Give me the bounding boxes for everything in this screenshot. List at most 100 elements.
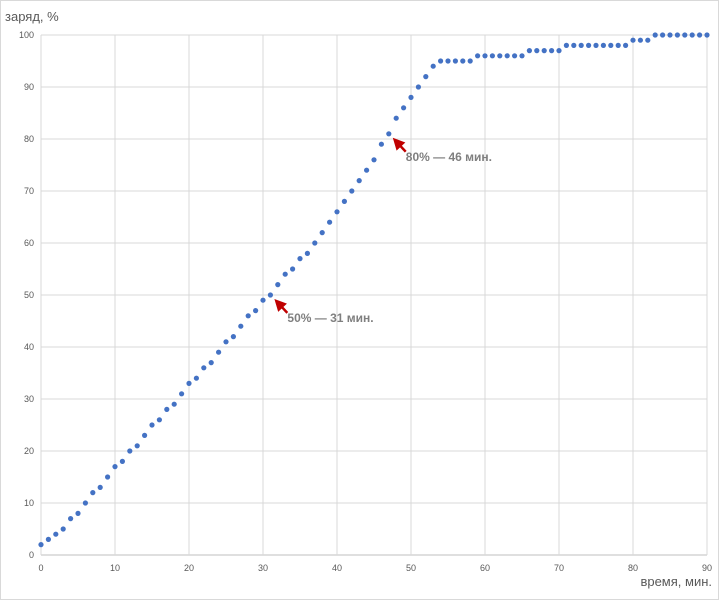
annotation-label: 50% — 31 мин. — [287, 311, 373, 325]
data-point — [267, 292, 273, 298]
x-tick-label: 20 — [184, 563, 194, 573]
data-point — [460, 58, 466, 64]
data-point — [504, 53, 510, 59]
data-point — [475, 53, 481, 59]
data-point — [142, 432, 148, 438]
annotation-arrow-head — [392, 137, 406, 151]
data-point — [534, 48, 540, 54]
y-tick-label: 80 — [24, 134, 34, 144]
data-point — [68, 516, 74, 522]
data-point — [497, 53, 503, 59]
data-point — [216, 349, 222, 355]
data-point — [489, 53, 495, 59]
data-point — [630, 37, 636, 43]
x-tick-label: 40 — [332, 563, 342, 573]
data-point — [349, 188, 355, 194]
x-tick-label: 90 — [702, 563, 712, 573]
data-point — [319, 230, 325, 236]
y-tick-label: 10 — [24, 498, 34, 508]
data-point — [689, 32, 695, 38]
data-point — [38, 542, 44, 548]
x-tick-label: 0 — [38, 563, 43, 573]
y-axis-title: заряд, % — [5, 9, 59, 24]
data-point — [223, 339, 229, 345]
data-point — [260, 297, 266, 303]
data-point — [179, 391, 185, 397]
data-point — [578, 42, 584, 49]
data-point — [356, 178, 362, 184]
data-point — [290, 266, 296, 272]
data-point — [401, 105, 407, 111]
data-point — [415, 84, 421, 90]
data-point — [438, 58, 444, 64]
data-point — [674, 32, 681, 38]
data-point — [526, 48, 533, 54]
data-point — [105, 474, 111, 480]
data-point — [378, 141, 384, 147]
data-point — [511, 53, 518, 59]
x-axis-title: время, мин. — [640, 574, 712, 589]
data-point — [245, 313, 251, 319]
y-tick-label: 40 — [24, 342, 34, 352]
data-point — [652, 32, 658, 38]
data-point — [201, 365, 207, 371]
data-point — [238, 323, 244, 329]
data-point — [90, 490, 96, 496]
y-tick-label: 100 — [19, 30, 34, 40]
data-point — [230, 334, 236, 340]
data-point — [193, 375, 199, 381]
data-point — [253, 308, 259, 314]
data-point — [134, 443, 140, 449]
x-tick-label: 50 — [406, 563, 416, 573]
data-point — [275, 282, 281, 288]
data-point — [623, 42, 629, 49]
annotation-label: 80% — 46 мин. — [406, 150, 492, 164]
grid — [40, 34, 708, 556]
data-point — [697, 32, 703, 38]
data-point — [364, 167, 370, 173]
data-point — [127, 448, 133, 454]
data-point — [541, 48, 547, 54]
data-point — [645, 37, 651, 43]
data-point — [549, 48, 555, 54]
data-point — [608, 42, 614, 49]
data-point — [75, 510, 81, 516]
data-point — [186, 380, 192, 386]
y-tick-label: 30 — [24, 394, 34, 404]
x-tick-label: 60 — [480, 563, 490, 573]
data-point — [119, 458, 125, 464]
data-point — [519, 53, 525, 59]
data-point — [112, 464, 118, 470]
data-point — [482, 53, 488, 59]
data-point — [445, 58, 451, 64]
data-point — [171, 401, 177, 407]
data-point — [423, 74, 429, 80]
data-point — [82, 500, 88, 506]
data-point — [297, 256, 303, 262]
data-point — [393, 115, 399, 121]
data-point — [334, 209, 340, 215]
x-tick-label: 70 — [554, 563, 564, 573]
y-tick-label: 50 — [24, 290, 34, 300]
y-tick-label: 90 — [24, 82, 34, 92]
data-point — [164, 406, 170, 412]
data-point — [704, 32, 710, 38]
x-tick-label: 30 — [258, 563, 268, 573]
annotations: 50% — 31 мин. 80% — 46 мин. — [274, 137, 492, 325]
data-point — [304, 250, 310, 256]
data-point — [53, 531, 59, 537]
data-point — [45, 536, 52, 543]
data-point — [97, 484, 103, 490]
data-point — [452, 58, 458, 64]
data-point — [327, 219, 333, 225]
data-point — [156, 417, 162, 423]
y-tick-label: 70 — [24, 186, 34, 196]
data-point — [682, 32, 688, 38]
data-point — [282, 271, 288, 277]
data-point — [430, 63, 436, 69]
data-point — [386, 131, 392, 137]
data-point — [149, 422, 155, 428]
data-point — [593, 42, 599, 49]
